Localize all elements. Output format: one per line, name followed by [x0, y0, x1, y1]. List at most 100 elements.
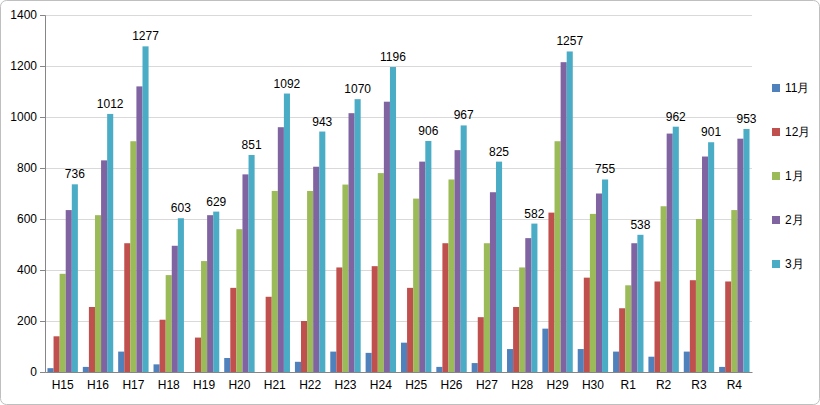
bar	[442, 243, 448, 372]
x-axis-line	[46, 372, 753, 373]
bar	[378, 173, 384, 372]
bar	[260, 372, 266, 373]
y-tick-mark	[40, 270, 45, 271]
bar	[154, 364, 160, 372]
bar	[166, 275, 172, 372]
bar	[719, 367, 725, 372]
data-label: 603	[171, 201, 191, 215]
legend-label: 2月	[785, 213, 804, 227]
grid-line	[45, 66, 752, 67]
legend-swatch	[772, 216, 780, 224]
bar-series	[72, 46, 750, 372]
x-tick: H30	[582, 372, 604, 392]
bar	[207, 215, 213, 372]
y-tick-label: 200	[17, 314, 37, 328]
x-tick-label: R1	[621, 378, 637, 392]
bar	[667, 134, 673, 372]
y-tick-mark	[40, 321, 45, 322]
bar	[95, 215, 101, 372]
bar	[613, 352, 619, 372]
grid-line	[45, 372, 752, 373]
x-tick: H17	[122, 372, 144, 392]
x-tick: H23	[334, 372, 356, 392]
bar	[54, 336, 60, 372]
bars	[47, 46, 749, 372]
x-tick: R3	[691, 372, 707, 392]
bar	[548, 213, 554, 372]
bar	[301, 321, 307, 372]
data-label: 1257	[556, 34, 583, 48]
bar	[690, 280, 696, 372]
x-tick: H21	[264, 372, 286, 392]
bar	[136, 86, 142, 372]
bar	[531, 224, 537, 372]
bar	[349, 113, 355, 372]
x-tick-label: R4	[727, 378, 743, 392]
y-tick: 200	[17, 314, 45, 328]
bar	[590, 214, 596, 372]
bar	[47, 368, 53, 372]
y-axis-line	[40, 16, 46, 373]
bar	[272, 191, 278, 372]
legend-swatch	[772, 260, 780, 268]
bar	[625, 285, 631, 372]
y-tick: 600	[17, 212, 45, 226]
x-tick-label: H30	[582, 378, 604, 392]
bar	[455, 150, 461, 372]
x-tick-label: H20	[228, 378, 250, 392]
x-tick-label: H22	[299, 378, 321, 392]
data-label: 1070	[344, 82, 371, 96]
y-tick-label: 1000	[10, 110, 37, 124]
x-tick: H29	[547, 372, 569, 392]
bar	[307, 191, 313, 372]
bar	[384, 102, 390, 372]
data-label: 953	[736, 112, 756, 126]
y-tick-label: 800	[17, 161, 37, 175]
bar	[637, 235, 643, 372]
legend-item: 11月	[772, 81, 809, 95]
bar	[519, 267, 525, 372]
y-tick-label: 600	[17, 212, 37, 226]
bar	[696, 219, 702, 372]
y-tick-label: 1400	[10, 8, 37, 22]
bar	[401, 343, 407, 372]
chart: 7361012127760362985110929431070119690696…	[0, 0, 820, 405]
data-label: 967	[454, 108, 474, 122]
bar	[195, 338, 201, 372]
bar	[436, 367, 442, 372]
bar	[107, 114, 113, 372]
bar	[542, 329, 548, 372]
bar-series	[60, 141, 738, 372]
bar	[89, 307, 95, 372]
legend-item: 12月	[772, 125, 810, 139]
bar	[661, 206, 667, 372]
y-tick: 1000	[10, 110, 45, 124]
bar	[213, 212, 219, 372]
x-tick-label: H28	[511, 378, 533, 392]
bar	[278, 127, 284, 372]
y-tick-label: 1200	[10, 59, 37, 73]
x-tick-label: H19	[193, 378, 215, 392]
bar	[201, 261, 207, 372]
bar	[725, 281, 731, 372]
bar	[419, 162, 425, 372]
x-tick-label: R2	[656, 378, 672, 392]
x-tick: H19	[193, 372, 215, 392]
data-label: 1012	[97, 97, 124, 111]
bar	[407, 288, 413, 372]
x-tick-label: R3	[691, 378, 707, 392]
data-label: 736	[65, 167, 85, 181]
x-tick: R1	[621, 372, 637, 392]
y-tick-label: 400	[17, 263, 37, 277]
x-tick: H25	[405, 372, 427, 392]
x-tick-label: H26	[441, 378, 463, 392]
bar	[484, 243, 490, 372]
bar	[655, 281, 661, 372]
legend-item: 3月	[772, 257, 804, 271]
x-tick: H20	[228, 372, 250, 392]
bar	[130, 141, 136, 372]
bar	[372, 266, 378, 372]
bar	[413, 199, 419, 372]
legend-label: 3月	[785, 257, 804, 271]
x-tick-label: H16	[87, 378, 109, 392]
